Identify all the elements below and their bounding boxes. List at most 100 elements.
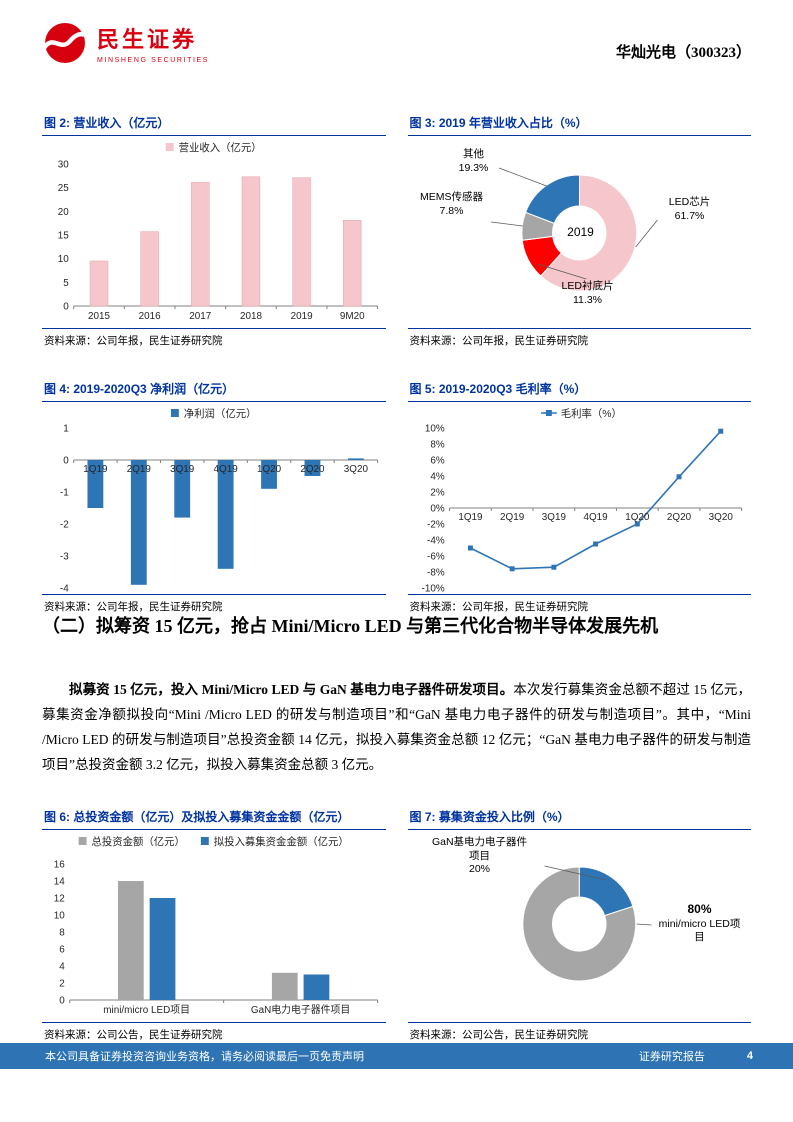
gross-margin-line-chart: -10% -8% -6% -4% -2% 0% 2% 4% 6% 8% 10% 1Q19 2Q19 3Q1…	[421, 407, 742, 594]
svg-text:0%: 0%	[430, 503, 444, 514]
svg-text:3Q19: 3Q19	[170, 464, 195, 475]
figure-6-source: 资料来源：公司公告，民生证券研究院	[42, 1022, 386, 1044]
svg-text:4Q19: 4Q19	[214, 464, 239, 475]
figure-7-body: GaN基电力电子器件项目 20% 80% mini/micro LED项目	[408, 830, 752, 1022]
section-paragraph: 拟募资 15 亿元，投入 Mini/Micro LED 与 GaN 基电力电子器…	[42, 678, 751, 778]
chart-row-2: 图 4: 2019-2020Q3 净利润（亿元） -4 -3 -2 -1 0 1 1Q19 2…	[42, 378, 751, 616]
svg-text:10: 10	[58, 254, 69, 265]
svg-text:0: 0	[59, 995, 65, 1006]
figure-5-body: -10% -8% -6% -4% -2% 0% 2% 4% 6% 8% 10% 1Q19 2Q19 3Q1…	[408, 402, 752, 594]
svg-text:总投资金额（亿元）: 总投资金额（亿元）	[91, 835, 184, 848]
figure-4-title: 图 4: 2019-2020Q3 净利润（亿元）	[42, 378, 386, 402]
svg-text:-2: -2	[60, 519, 69, 530]
figure-4-body: -4 -3 -2 -1 0 1 1Q19 2Q19 3Q19 4Q19 1Q20 2Q20 3Q20 净利…	[42, 402, 386, 594]
figure-3-source: 资料来源：公司年报，民生证券研究院	[407, 328, 751, 350]
svg-text:6: 6	[59, 944, 65, 955]
figure-7: 图 7: 募集资金投入比例（%） GaN基电力电子器件项目 20% 80% mi…	[407, 806, 752, 1044]
figure-5-source: 资料来源：公司年报，民生证券研究院	[407, 594, 751, 616]
svg-text:16: 16	[54, 859, 65, 870]
figure-3-title: 图 3: 2019 年营业收入占比（%）	[407, 112, 751, 136]
svg-text:2015: 2015	[88, 311, 110, 322]
figure-7-title: 图 7: 募集资金投入比例（%）	[407, 806, 751, 830]
svg-text:10%: 10%	[424, 423, 444, 434]
figure-6-title: 图 6: 总投资金额（亿元）及拟投入募集资金金额（亿元）	[42, 806, 386, 830]
net-profit-bar-chart: -4 -3 -2 -1 0 1 1Q19 2Q19 3Q19 4Q19 1Q20 2Q20 3Q20 净利…	[60, 407, 379, 594]
svg-text:2019: 2019	[291, 311, 313, 322]
page-number: 4	[746, 1050, 753, 1062]
svg-text:毛利率（%）: 毛利率（%）	[560, 407, 621, 420]
svg-text:mini/micro LED项目: mini/micro LED项目	[103, 1004, 190, 1016]
svg-text:2018: 2018	[240, 311, 262, 322]
page-footer: 本公司具备证券投资咨询业务资格，请务必阅读最后一页免责声明 证券研究报告 4	[0, 1043, 793, 1069]
svg-text:4%: 4%	[430, 471, 444, 482]
svg-text:4: 4	[59, 961, 65, 972]
pie-label-other: 其他 19.3%	[458, 148, 489, 174]
svg-text:-4: -4	[60, 583, 69, 594]
pie-label-led-chip: LED芯片 61.7%	[668, 196, 711, 222]
svg-text:0: 0	[63, 301, 69, 312]
figure-5: 图 5: 2019-2020Q3 毛利率（%） -10% -8% -6% -4% -2%…	[407, 378, 752, 616]
svg-text:8: 8	[59, 927, 65, 938]
svg-text:2Q19: 2Q19	[500, 512, 525, 523]
fund-allocation-donut-chart	[521, 865, 652, 982]
svg-text:2: 2	[59, 978, 65, 989]
svg-text:-2%: -2%	[427, 519, 445, 530]
brand-text: 民生证券 MINSHENG SECURITIES	[97, 22, 209, 64]
svg-text:6%: 6%	[430, 455, 444, 466]
minsheng-logo-icon	[42, 20, 88, 66]
svg-text:1: 1	[63, 423, 69, 434]
svg-text:2017: 2017	[189, 311, 211, 322]
pie-label-mems: MEMS传感器 7.8%	[420, 191, 483, 217]
svg-text:2016: 2016	[139, 311, 161, 322]
figure-3-body: 其他 19.3% MEMS传感器 7.8% 2019 LED芯片 61.7% L…	[408, 136, 752, 328]
svg-text:10: 10	[54, 910, 65, 921]
chart-row-1: 图 2: 营业收入（亿元） 0 5 10 15 20 25 30 2015 2016 2017 20…	[42, 112, 751, 350]
svg-text:GaN电力电子器件项目: GaN电力电子器件项目	[251, 1003, 350, 1016]
paragraph-lead: 拟募资 15 亿元，投入 Mini/Micro LED 与 GaN 基电力电子器…	[69, 682, 514, 697]
report-header: 民生证券 MINSHENG SECURITIES 华灿光电（300323）	[42, 20, 751, 66]
paragraph-body: 本次发行募集资金总额不超过 15 亿元，募集资金净额拟投向“Mini /Micr…	[42, 682, 751, 772]
pie-label-gan-project: GaN基电力电子器件项目 20%	[431, 836, 528, 876]
figure-6: 图 6: 总投资金额（亿元）及拟投入募集资金金额（亿元） 0 2 4 6 8 10 12 14…	[42, 806, 386, 1044]
figure-2-body: 0 5 10 15 20 25 30 2015 2016 2017 2018 2019 9M20 营业收入…	[42, 136, 386, 328]
svg-text:净利润（亿元）: 净利润（亿元）	[184, 407, 257, 420]
svg-text:25: 25	[58, 183, 69, 194]
donut-center-label: 2019	[567, 225, 594, 239]
footer-report-type: 证券研究报告	[638, 1051, 705, 1063]
svg-text:-4%: -4%	[427, 535, 445, 546]
svg-text:0: 0	[63, 455, 69, 466]
svg-text:3Q20: 3Q20	[708, 512, 733, 523]
svg-text:14: 14	[54, 876, 65, 887]
figure-3: 图 3: 2019 年营业收入占比（%） 其他 19.3% MEMS传感器 7.…	[407, 112, 752, 350]
revenue-bar-chart: 0 5 10 15 20 25 30 2015 2016 2017 2018 2019 9M20 营业收入…	[58, 141, 379, 322]
svg-text:4Q19: 4Q19	[583, 512, 608, 523]
svg-text:1Q19: 1Q19	[83, 464, 108, 475]
figure-2-title: 图 2: 营业收入（亿元）	[42, 112, 386, 136]
svg-text:2Q20: 2Q20	[300, 464, 325, 475]
svg-text:1Q20: 1Q20	[257, 464, 282, 475]
brand-name-cn: 民生证券	[97, 27, 198, 52]
svg-text:30: 30	[58, 159, 69, 170]
revenue-mix-donut-chart	[490, 167, 658, 292]
figure-2: 图 2: 营业收入（亿元） 0 5 10 15 20 25 30 2015 2016 2017 20…	[42, 112, 386, 350]
svg-text:2Q20: 2Q20	[666, 512, 691, 523]
figure-4: 图 4: 2019-2020Q3 净利润（亿元） -4 -3 -2 -1 0 1 1Q19 2…	[42, 378, 386, 616]
brand: 民生证券 MINSHENG SECURITIES	[42, 20, 209, 66]
svg-text:-10%: -10%	[421, 583, 444, 594]
svg-text:9M20: 9M20	[340, 311, 365, 322]
figure-4-source: 资料来源：公司年报，民生证券研究院	[42, 594, 386, 616]
svg-text:15: 15	[58, 230, 69, 241]
svg-text:2%: 2%	[430, 487, 444, 498]
figure-5-title: 图 5: 2019-2020Q3 毛利率（%）	[407, 378, 751, 402]
chart-row-3: 图 6: 总投资金额（亿元）及拟投入募集资金金额（亿元） 0 2 4 6 8 10 12 14…	[42, 806, 751, 1044]
stock-title: 华灿光电（300323）	[615, 45, 751, 61]
figure-2-source: 资料来源：公司年报，民生证券研究院	[42, 328, 386, 350]
section-heading: （二）拟筹资 15 亿元，抢占 Mini/Micro LED 与第三代化合物半导…	[42, 616, 659, 636]
pie-label-miniled-project: 80% mini/micro LED项目	[658, 902, 741, 944]
svg-text:3Q20: 3Q20	[344, 464, 369, 475]
pie-label-led-substrate: LED衬底片 11.3%	[561, 280, 614, 306]
svg-text:-6%: -6%	[427, 551, 445, 562]
svg-text:5: 5	[63, 278, 69, 289]
svg-text:营业收入（亿元）: 营业收入（亿元）	[179, 141, 262, 154]
